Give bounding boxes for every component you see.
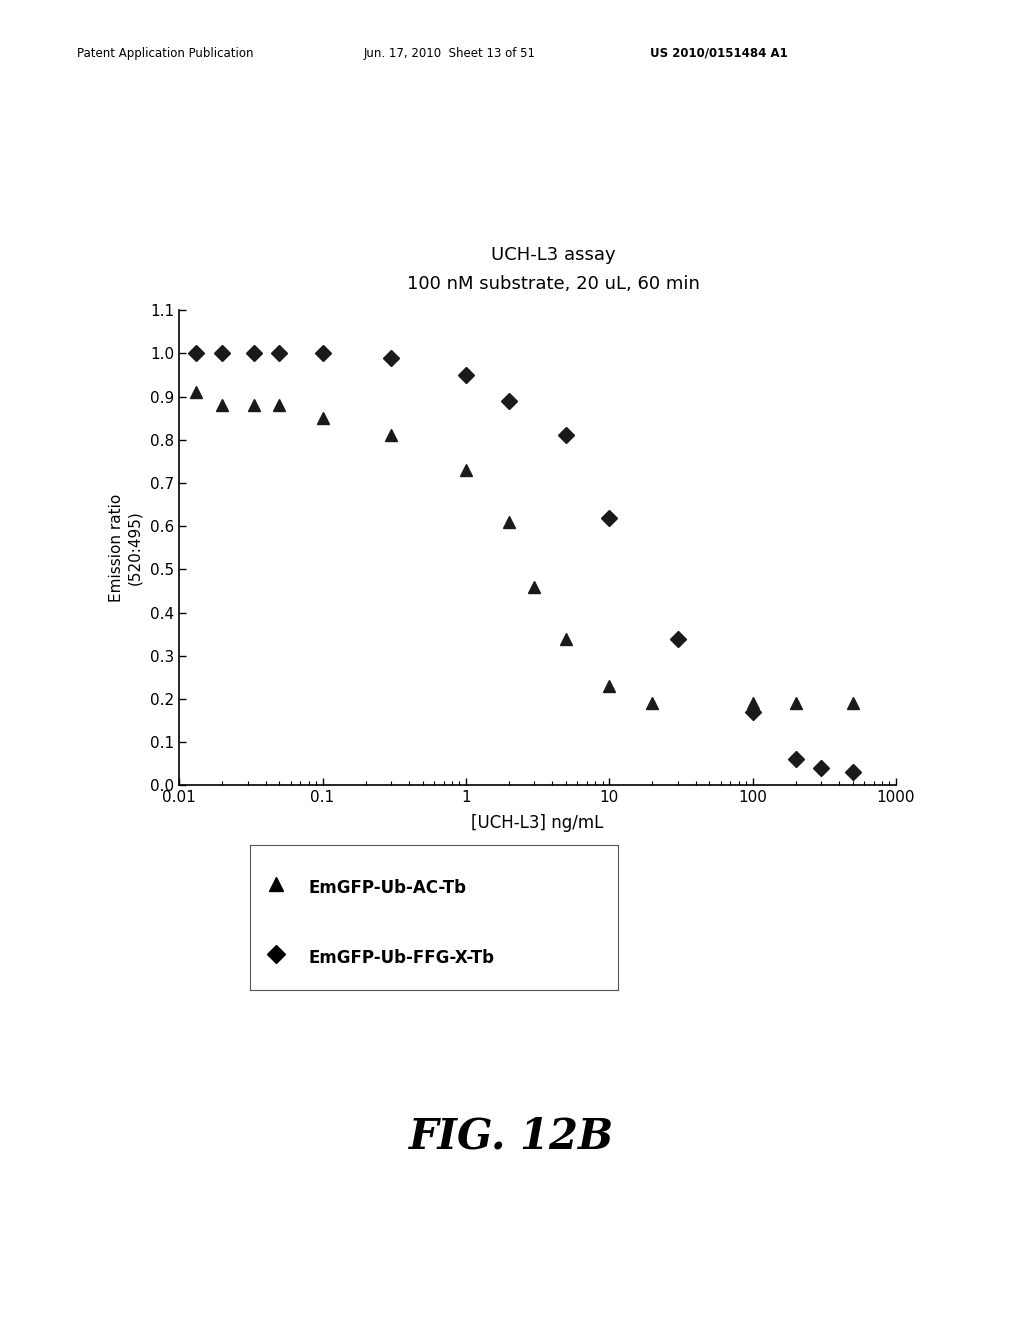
- Text: 100 nM substrate, 20 uL, 60 min: 100 nM substrate, 20 uL, 60 min: [407, 275, 699, 293]
- Text: EmGFP-Ub-AC-Tb: EmGFP-Ub-AC-Tb: [309, 879, 467, 898]
- Text: US 2010/0151484 A1: US 2010/0151484 A1: [650, 46, 788, 59]
- X-axis label: [UCH-L3] ng/mL: [UCH-L3] ng/mL: [471, 813, 604, 832]
- Text: UCH-L3 assay: UCH-L3 assay: [490, 246, 615, 264]
- Text: FIG. 12B: FIG. 12B: [410, 1115, 614, 1158]
- Text: EmGFP-Ub-FFG-X-Tb: EmGFP-Ub-FFG-X-Tb: [309, 949, 495, 968]
- Text: Jun. 17, 2010  Sheet 13 of 51: Jun. 17, 2010 Sheet 13 of 51: [364, 46, 536, 59]
- Text: Patent Application Publication: Patent Application Publication: [77, 46, 253, 59]
- Y-axis label: Emission ratio
(520:495): Emission ratio (520:495): [110, 494, 141, 602]
